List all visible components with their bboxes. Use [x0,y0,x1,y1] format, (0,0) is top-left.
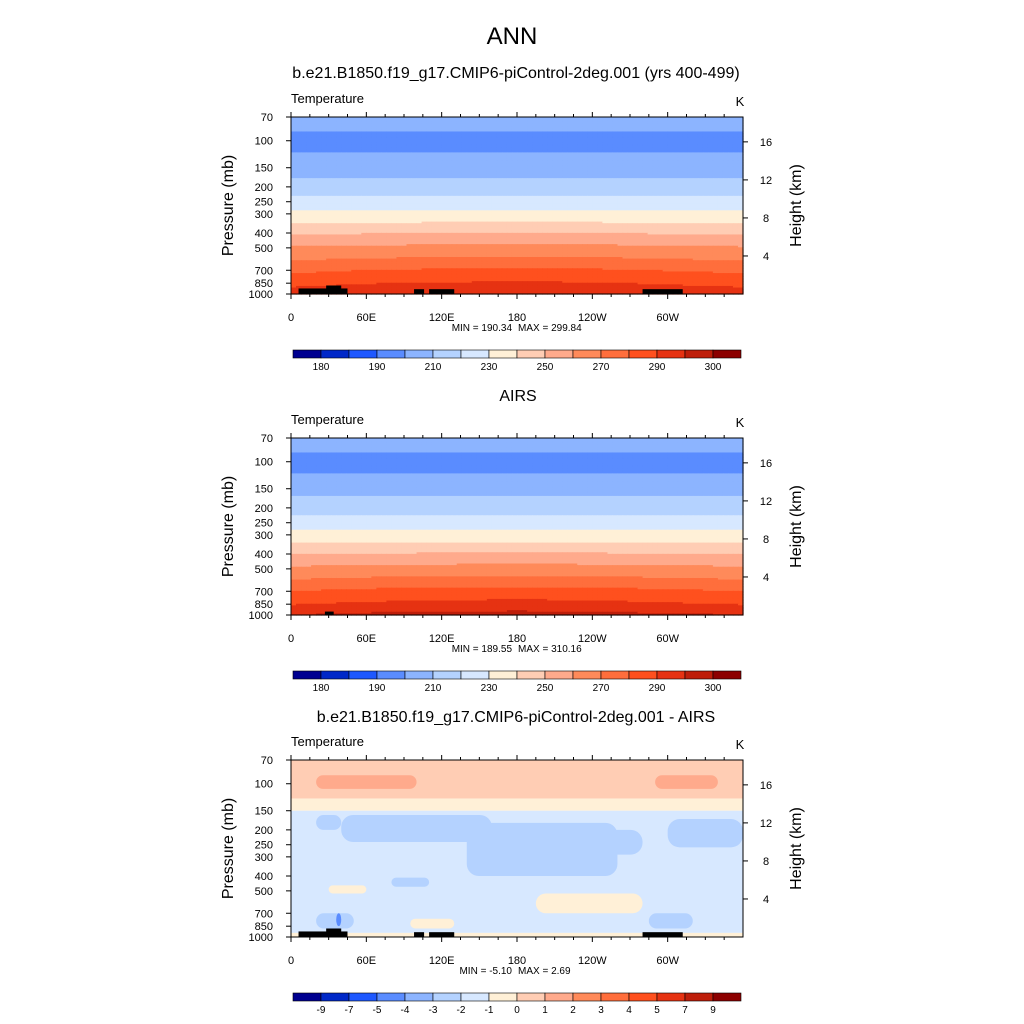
panel-model: b.e21.B1850.f19_g17.CMIP6-piControl-2deg… [220,65,805,373]
main-title: ANN [487,23,538,50]
figure: ANN b.e21.B1850.f19_g17.CMIP6-piControl-… [0,0,1024,1024]
units-label: K [736,94,745,109]
panel-title: b.e21.B1850.f19_g17.CMIP6-piControl-2deg… [292,65,739,82]
contour-field [291,117,744,295]
variable-label: Temperature [291,91,364,106]
